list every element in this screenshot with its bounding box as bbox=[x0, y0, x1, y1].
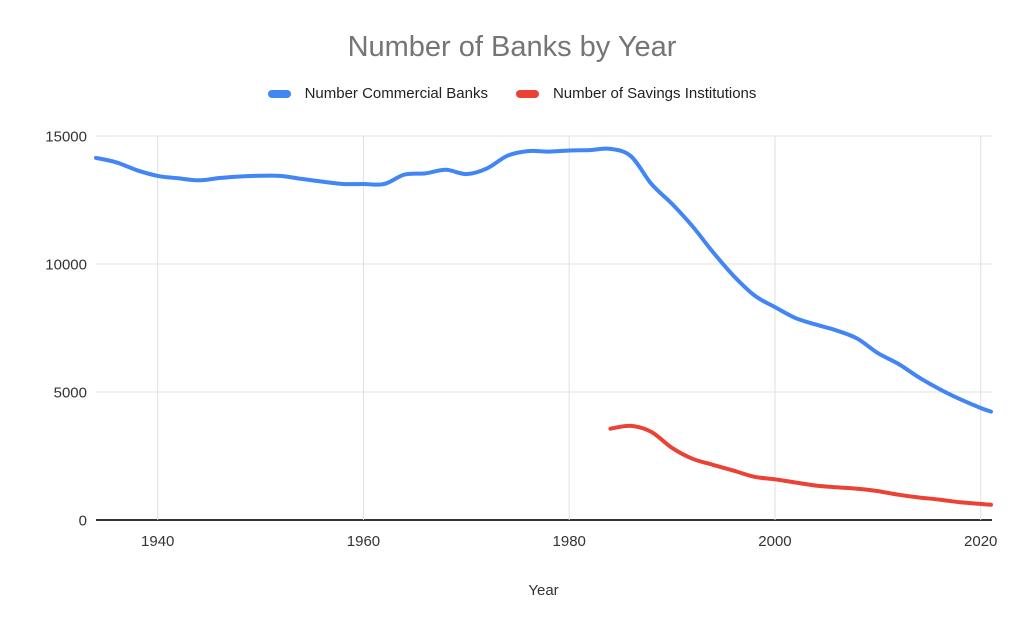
y-tick-label-5000: 5000 bbox=[54, 385, 87, 402]
legend-swatch-commercial-banks-icon bbox=[267, 89, 291, 98]
legend: Number Commercial Banks Number of Saving… bbox=[0, 85, 1024, 102]
x-axis-title: Year bbox=[528, 582, 559, 599]
legend-label-savings-institutions: Number of Savings Institutions bbox=[552, 85, 757, 102]
x-tick-label-2000: 2000 bbox=[758, 533, 791, 550]
legend-item-savings-institutions[interactable]: Number of Savings Institutions bbox=[515, 85, 757, 102]
x-tick-label-1960: 1960 bbox=[347, 533, 380, 550]
legend-label-commercial-banks: Number Commercial Banks bbox=[304, 85, 488, 102]
chart-title: Number of Banks by Year bbox=[347, 31, 677, 63]
series-line-savings-institutions[interactable] bbox=[608, 423, 993, 507]
series-line-commercial-banks[interactable] bbox=[94, 146, 993, 414]
y-tick-label-15000: 15000 bbox=[45, 129, 87, 146]
legend-swatch-savings-institutions-icon bbox=[515, 89, 539, 98]
x-tick-label-1940: 1940 bbox=[141, 533, 174, 550]
x-tick-label-1980: 1980 bbox=[553, 533, 586, 550]
legend-item-commercial-banks[interactable]: Number Commercial Banks bbox=[267, 85, 488, 102]
x-tick-label-2020: 2020 bbox=[964, 533, 997, 550]
y-tick-label-0: 0 bbox=[79, 513, 87, 530]
y-tick-label-10000: 10000 bbox=[45, 257, 87, 274]
